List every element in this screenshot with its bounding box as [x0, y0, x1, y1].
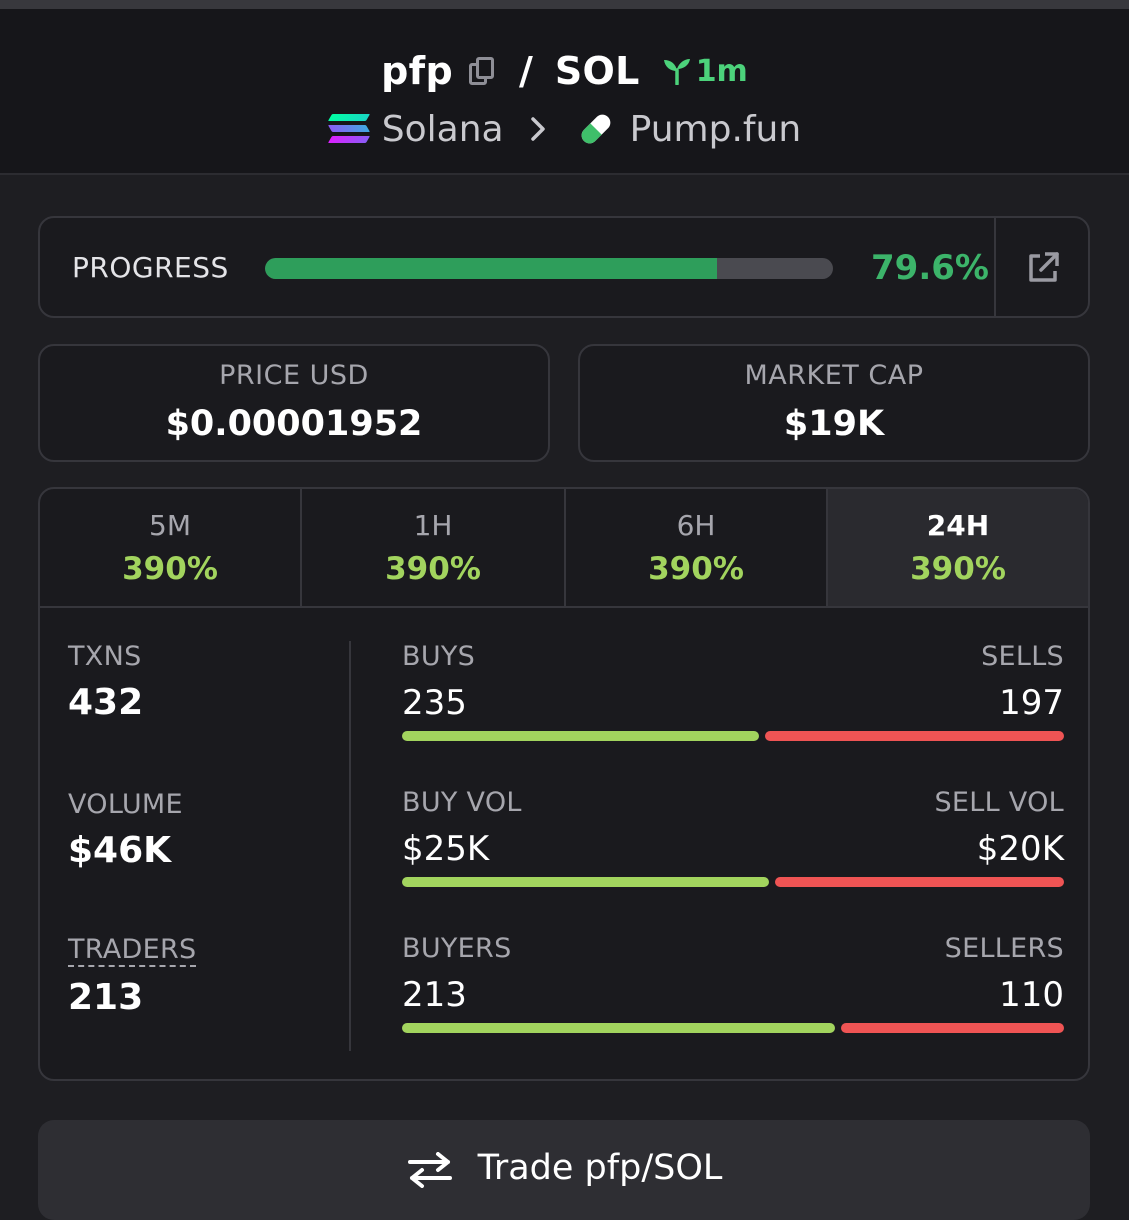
tab-label: 1H: [413, 509, 453, 542]
pair-title-row: pfp / SOL 1m: [0, 41, 1129, 101]
pair-age: 1m: [695, 53, 748, 89]
market-cap-value: $19K: [783, 404, 885, 444]
volume-value: $46K: [68, 830, 172, 871]
sells-bar-segment: [765, 731, 1064, 741]
timeframe-tabs: 5M 390% 1H 390% 6H 390% 24H 390%: [40, 489, 1088, 608]
tab-change: 390%: [385, 551, 481, 587]
txns-value: 432: [68, 682, 144, 723]
sell-vol-bar-segment: [775, 877, 1064, 887]
buyers-sellers-ratio: BUYERS SELLERS 213 110: [402, 933, 1064, 1033]
trade-button[interactable]: Trade pfp/SOL: [38, 1120, 1090, 1220]
copy-icon[interactable]: [467, 56, 497, 86]
volume-metric: VOLUME $46K: [68, 789, 183, 871]
price-usd-label: PRICE USD: [219, 360, 369, 391]
sprout-icon: [663, 59, 690, 85]
buy-sell-volume-bar: [402, 877, 1064, 887]
sell-vol-value: $20K: [976, 829, 1064, 869]
txns-label: TXNS: [68, 641, 142, 672]
progress-bar: [265, 258, 833, 279]
txns-metric: TXNS 432: [68, 641, 143, 723]
buy-vol-bar-segment: [402, 877, 769, 887]
progress-bar-fill: [265, 258, 718, 279]
tab-label: 6H: [676, 509, 716, 542]
column-divider: [349, 641, 351, 1051]
traders-label[interactable]: TRADERS: [68, 934, 197, 967]
buys-sells-bar: [402, 731, 1064, 741]
tab-24h[interactable]: 24H 390%: [826, 489, 1088, 606]
buys-label: BUYS: [402, 641, 476, 672]
sells-value: 197: [999, 683, 1064, 723]
sellers-bar-segment: [841, 1023, 1064, 1033]
quote-token-symbol: SOL: [554, 49, 640, 93]
breadcrumb-chain[interactable]: Solana: [381, 108, 504, 150]
sell-vol-label: SELL VOL: [934, 787, 1064, 818]
tab-5m[interactable]: 5M 390%: [40, 489, 300, 606]
pair-separator: /: [519, 49, 533, 93]
pill-icon: [581, 114, 610, 144]
sells-label: SELLS: [981, 641, 1064, 672]
breadcrumb: Solana Pump.fun: [0, 99, 1129, 159]
tab-label: 24H: [926, 509, 990, 542]
swap-arrows-icon: [407, 1152, 452, 1188]
buyers-label: BUYERS: [402, 933, 512, 964]
buyers-sellers-bar: [402, 1023, 1064, 1033]
tab-label: 5M: [149, 509, 191, 542]
top-edge-strip: [0, 0, 1129, 9]
bonding-progress-card: PROGRESS 79.6%: [38, 216, 1090, 318]
external-link-icon: [1029, 252, 1059, 282]
buys-value: 235: [402, 683, 467, 723]
trade-button-label: Trade pfp/SOL: [477, 1148, 723, 1188]
external-link-button[interactable]: [996, 218, 1090, 318]
progress-percentage: 79.6%: [871, 248, 989, 288]
market-cap-card: MARKET CAP $19K: [578, 344, 1090, 462]
tab-change: 390%: [122, 551, 218, 587]
sellers-value: 110: [999, 975, 1064, 1015]
buy-vol-label: BUY VOL: [402, 787, 522, 818]
buys-sells-ratio: BUYS SELLS 235 197: [402, 641, 1064, 741]
price-usd-card: PRICE USD $0.00001952: [38, 344, 550, 462]
sellers-label: SELLERS: [944, 933, 1064, 964]
tab-1h[interactable]: 1H 390%: [300, 489, 564, 606]
breadcrumb-dex[interactable]: Pump.fun: [629, 108, 802, 150]
progress-divider: [994, 218, 996, 318]
base-token-symbol: pfp: [381, 49, 453, 93]
solana-logo-icon: [327, 113, 370, 145]
market-cap-label: MARKET CAP: [744, 360, 924, 391]
pair-header: pfp / SOL 1m Solana Pump.fun: [0, 9, 1129, 175]
traders-metric: TRADERS 213: [68, 934, 197, 1018]
traders-value: 213: [68, 977, 144, 1018]
price-usd-value: $0.00001952: [165, 404, 423, 444]
progress-label: PROGRESS: [72, 251, 229, 284]
buy-sell-volume-ratio: BUY VOL SELL VOL $25K $20K: [402, 787, 1064, 887]
volume-label: VOLUME: [68, 789, 183, 820]
tab-6h[interactable]: 6H 390%: [564, 489, 826, 606]
chevron-right-icon: [530, 117, 545, 141]
stats-card: 5M 390% 1H 390% 6H 390% 24H 390% TXNS 43…: [38, 487, 1090, 1081]
pair-age-badge: 1m: [662, 54, 748, 89]
buy-vol-value: $25K: [402, 829, 490, 869]
buys-bar-segment: [402, 731, 759, 741]
tab-change: 390%: [648, 551, 744, 587]
tab-change: 390%: [910, 551, 1006, 587]
buyers-bar-segment: [402, 1023, 835, 1033]
buyers-value: 213: [402, 975, 467, 1015]
